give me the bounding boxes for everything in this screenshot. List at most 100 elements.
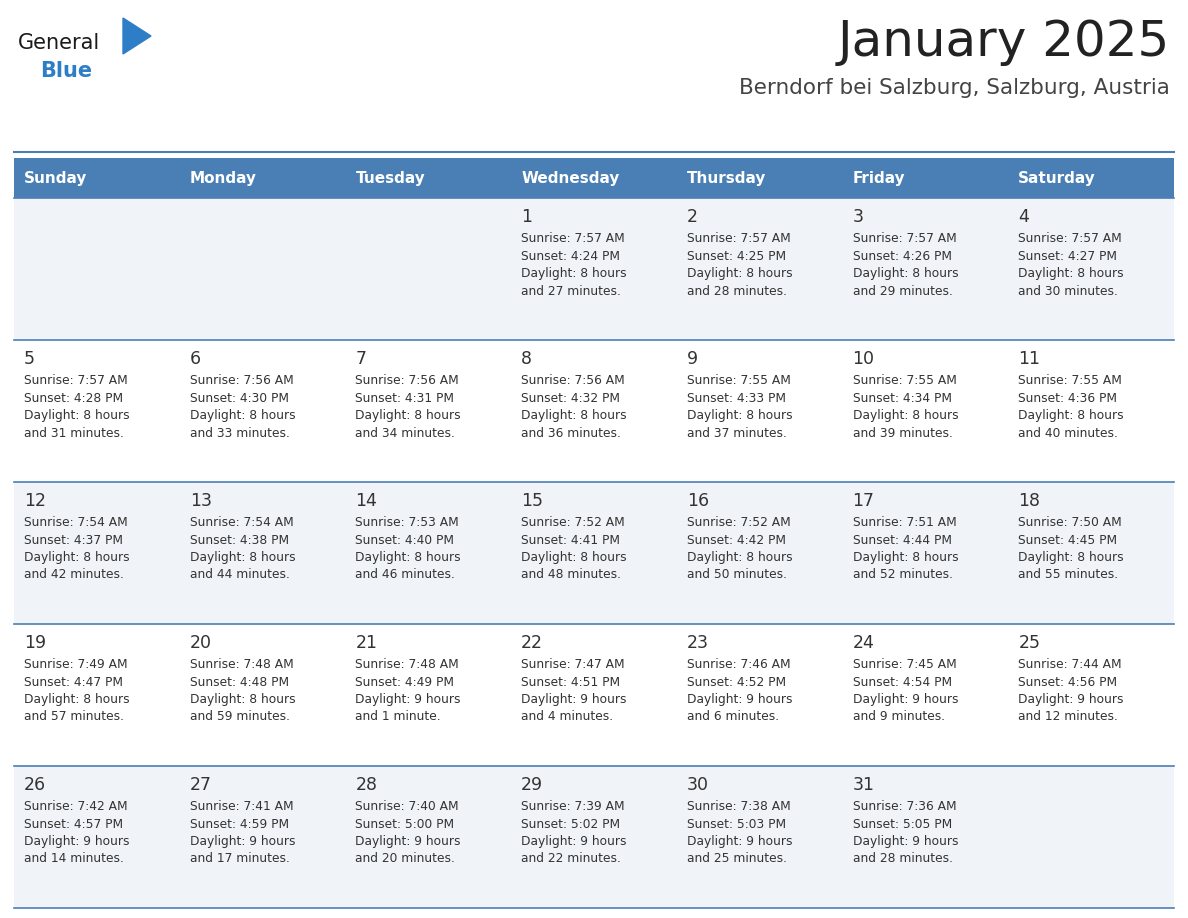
Text: Sunset: 4:36 PM: Sunset: 4:36 PM [1018,391,1117,405]
Text: Daylight: 8 hours: Daylight: 8 hours [190,693,296,706]
Text: and 28 minutes.: and 28 minutes. [853,853,953,866]
Text: Daylight: 9 hours: Daylight: 9 hours [355,835,461,848]
Text: Daylight: 9 hours: Daylight: 9 hours [190,835,295,848]
Text: and 17 minutes.: and 17 minutes. [190,853,290,866]
Text: Berndorf bei Salzburg, Salzburg, Austria: Berndorf bei Salzburg, Salzburg, Austria [739,78,1170,98]
Text: Sunrise: 7:55 AM: Sunrise: 7:55 AM [1018,374,1123,387]
Text: 22: 22 [522,634,543,652]
Text: Sunrise: 7:47 AM: Sunrise: 7:47 AM [522,658,625,671]
Bar [346,198,511,340]
Text: Daylight: 8 hours: Daylight: 8 hours [190,551,296,564]
Text: Sunset: 4:57 PM: Sunset: 4:57 PM [24,818,124,831]
Bar [842,340,1009,482]
Text: and 50 minutes.: and 50 minutes. [687,568,786,581]
Bar [677,198,842,340]
Text: Monday: Monday [190,171,257,185]
Text: Daylight: 8 hours: Daylight: 8 hours [687,551,792,564]
Text: 3: 3 [853,208,864,226]
Text: 25: 25 [1018,634,1041,652]
Bar [511,766,677,908]
Text: and 57 minutes.: and 57 minutes. [24,711,124,723]
Text: and 4 minutes.: and 4 minutes. [522,711,613,723]
Text: Sunset: 4:25 PM: Sunset: 4:25 PM [687,250,786,263]
Text: Sunset: 4:38 PM: Sunset: 4:38 PM [190,533,289,546]
Bar [842,158,1009,198]
Text: Daylight: 9 hours: Daylight: 9 hours [24,835,129,848]
Text: and 36 minutes.: and 36 minutes. [522,427,621,440]
Text: 30: 30 [687,776,709,794]
Text: Sunset: 4:34 PM: Sunset: 4:34 PM [853,391,952,405]
Bar [14,198,179,340]
Text: 10: 10 [853,350,874,368]
Bar [1009,766,1174,908]
Bar [179,198,346,340]
Text: Sunrise: 7:52 AM: Sunrise: 7:52 AM [522,516,625,529]
Text: Sunrise: 7:39 AM: Sunrise: 7:39 AM [522,800,625,813]
Bar [1009,198,1174,340]
Text: 17: 17 [853,492,874,510]
Text: Sunrise: 7:38 AM: Sunrise: 7:38 AM [687,800,790,813]
Text: Sunset: 4:52 PM: Sunset: 4:52 PM [687,676,786,688]
Polygon shape [124,18,151,54]
Text: and 20 minutes.: and 20 minutes. [355,853,455,866]
Text: Sunset: 4:48 PM: Sunset: 4:48 PM [190,676,289,688]
Bar [346,482,511,624]
Bar [1009,340,1174,482]
Bar [677,482,842,624]
Text: and 30 minutes.: and 30 minutes. [1018,285,1118,297]
Text: Sunset: 4:32 PM: Sunset: 4:32 PM [522,391,620,405]
Text: Daylight: 8 hours: Daylight: 8 hours [522,267,627,280]
Text: Sunset: 4:30 PM: Sunset: 4:30 PM [190,391,289,405]
Bar [179,482,346,624]
Text: Sunrise: 7:40 AM: Sunrise: 7:40 AM [355,800,459,813]
Bar [346,340,511,482]
Text: Sunset: 4:26 PM: Sunset: 4:26 PM [853,250,952,263]
Text: and 27 minutes.: and 27 minutes. [522,285,621,297]
Text: Sunrise: 7:55 AM: Sunrise: 7:55 AM [687,374,791,387]
Text: 11: 11 [1018,350,1041,368]
Bar [677,340,842,482]
Text: and 39 minutes.: and 39 minutes. [853,427,953,440]
Text: Tuesday: Tuesday [355,171,425,185]
Text: 1: 1 [522,208,532,226]
Text: Daylight: 8 hours: Daylight: 8 hours [853,409,959,422]
Text: and 31 minutes.: and 31 minutes. [24,427,124,440]
Text: and 9 minutes.: and 9 minutes. [853,711,944,723]
Bar [842,482,1009,624]
Text: Sunrise: 7:45 AM: Sunrise: 7:45 AM [853,658,956,671]
Text: Sunset: 4:59 PM: Sunset: 4:59 PM [190,818,289,831]
Text: Sunrise: 7:49 AM: Sunrise: 7:49 AM [24,658,127,671]
Bar [346,766,511,908]
Text: Daylight: 9 hours: Daylight: 9 hours [1018,693,1124,706]
Bar [14,624,179,766]
Text: Daylight: 8 hours: Daylight: 8 hours [1018,551,1124,564]
Text: Sunrise: 7:57 AM: Sunrise: 7:57 AM [522,232,625,245]
Text: 18: 18 [1018,492,1041,510]
Text: 29: 29 [522,776,543,794]
Text: Sunset: 5:05 PM: Sunset: 5:05 PM [853,818,952,831]
Bar [14,340,179,482]
Text: 19: 19 [24,634,46,652]
Text: and 33 minutes.: and 33 minutes. [190,427,290,440]
Text: Sunrise: 7:57 AM: Sunrise: 7:57 AM [1018,232,1121,245]
Text: Daylight: 9 hours: Daylight: 9 hours [687,835,792,848]
Text: and 48 minutes.: and 48 minutes. [522,568,621,581]
Text: Sunrise: 7:56 AM: Sunrise: 7:56 AM [355,374,460,387]
Text: Daylight: 9 hours: Daylight: 9 hours [355,693,461,706]
Text: Sunrise: 7:54 AM: Sunrise: 7:54 AM [24,516,128,529]
Text: January 2025: January 2025 [838,18,1170,66]
Text: Daylight: 8 hours: Daylight: 8 hours [522,551,627,564]
Text: Daylight: 8 hours: Daylight: 8 hours [355,551,461,564]
Text: Sunrise: 7:55 AM: Sunrise: 7:55 AM [853,374,956,387]
Text: Sunrise: 7:57 AM: Sunrise: 7:57 AM [853,232,956,245]
Text: Sunrise: 7:53 AM: Sunrise: 7:53 AM [355,516,460,529]
Text: Sunset: 4:49 PM: Sunset: 4:49 PM [355,676,455,688]
Bar [511,624,677,766]
Text: Sunrise: 7:56 AM: Sunrise: 7:56 AM [522,374,625,387]
Bar [14,158,179,198]
Text: Sunrise: 7:51 AM: Sunrise: 7:51 AM [853,516,956,529]
Text: Sunrise: 7:54 AM: Sunrise: 7:54 AM [190,516,293,529]
Text: Sunset: 4:56 PM: Sunset: 4:56 PM [1018,676,1118,688]
Text: and 25 minutes.: and 25 minutes. [687,853,786,866]
Text: Sunset: 4:45 PM: Sunset: 4:45 PM [1018,533,1118,546]
